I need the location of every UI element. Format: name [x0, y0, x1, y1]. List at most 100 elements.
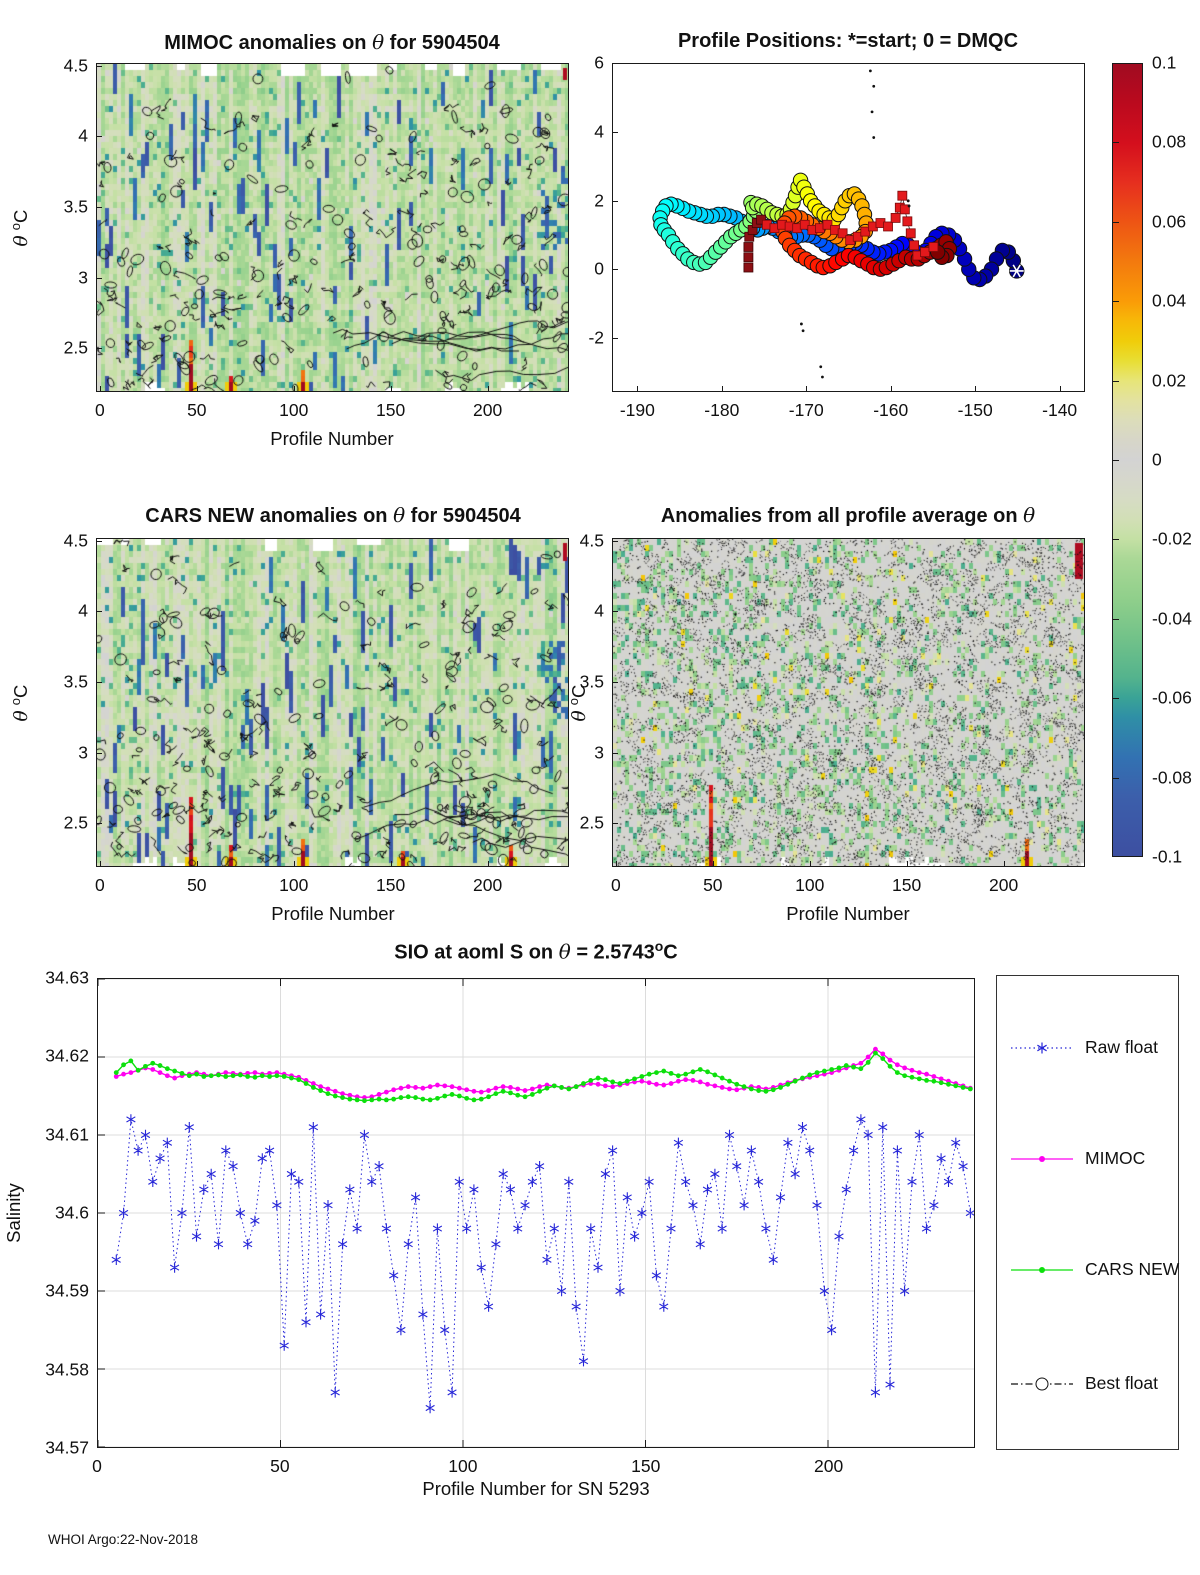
label-segment: C [10, 684, 32, 699]
stray-position-dot [870, 110, 874, 114]
cars-ylabel: θ oC [8, 653, 32, 753]
legend-asterisk-icon [1037, 1042, 1047, 1053]
tick-label: 3.5 [579, 671, 604, 692]
mimoc-panel-title: MIMOC anomalies on θ for 5904504 [32, 30, 632, 55]
label-segment: θ [1023, 503, 1036, 527]
tick-label: 4 [78, 600, 88, 621]
tick-label: -0.02 [1152, 528, 1192, 549]
cars-new-marker [551, 1083, 557, 1089]
cars-new-marker [354, 1097, 360, 1103]
legend-sample-solid-dot [1011, 1266, 1073, 1273]
tick-label: 34.57 [45, 1437, 89, 1458]
tick-label: 0.06 [1152, 211, 1187, 232]
dmqc-square-marker [822, 219, 833, 230]
cars-new-marker [493, 1091, 499, 1097]
cars-new-marker [318, 1088, 324, 1093]
mimoc-marker [478, 1089, 484, 1095]
cars-new-marker [376, 1096, 382, 1102]
stray-position-dot [872, 84, 876, 88]
cars-new-marker [668, 1070, 674, 1076]
cars-new-marker [573, 1084, 579, 1090]
dmqc-square-marker [899, 204, 910, 215]
cars-new-marker [727, 1078, 732, 1084]
legend-sample-solid-dot [1011, 1155, 1073, 1162]
cars-new-marker [814, 1070, 820, 1075]
cars-new-marker [843, 1063, 849, 1068]
stray-position-dot [821, 375, 824, 379]
mimoc-marker [383, 1089, 389, 1095]
cars-new-marker [216, 1072, 221, 1078]
dmqc-dark-square-marker [756, 214, 766, 225]
label-segment [568, 705, 589, 710]
tick-mark [1113, 618, 1119, 620]
tick-label: 3.5 [63, 671, 88, 692]
cars-new-marker [383, 1097, 389, 1103]
legend-label: Raw float [1085, 1037, 1158, 1057]
cars-new-marker [858, 1066, 864, 1072]
cars-new-marker [289, 1075, 294, 1081]
mimoc-marker [318, 1084, 324, 1090]
tick-label: 50 [703, 875, 723, 895]
tick-mark [906, 861, 908, 866]
cars-new-marker [267, 1074, 272, 1079]
cars-new-marker [763, 1088, 769, 1094]
tick-label: 4.5 [63, 55, 88, 76]
tick-mark [390, 386, 392, 391]
mimoc-marker [610, 1084, 616, 1090]
cars-new-marker [785, 1081, 791, 1087]
legend-sample-dashdot-circle [1011, 1377, 1073, 1390]
cars-new-marker [508, 1090, 513, 1096]
tick-label: 4 [594, 600, 604, 621]
cars-new-marker [427, 1097, 433, 1103]
tick-label: 0.04 [1152, 290, 1187, 311]
dmqc-dark-square-marker [743, 242, 754, 252]
tick-mark [975, 386, 977, 391]
label-segment [10, 705, 31, 710]
cars-new-marker [661, 1068, 667, 1074]
sio-chart-svg [98, 979, 974, 1447]
tick-label: 150 [376, 400, 406, 420]
cars-xlabel: Profile Number [271, 903, 395, 924]
tick-label: 0.08 [1152, 131, 1187, 152]
tick-mark [613, 131, 618, 133]
mimoc-marker [405, 1084, 411, 1090]
dmqc-square-marker [860, 226, 871, 237]
cars-new-marker [544, 1085, 550, 1091]
cars-new-marker [807, 1072, 813, 1078]
cars-new-marker [449, 1092, 455, 1097]
tick-mark [1113, 777, 1119, 779]
tick-mark [1113, 539, 1119, 541]
dmqc-square-marker [837, 228, 848, 239]
tick-mark [1113, 380, 1119, 382]
tick-mark [1113, 301, 1119, 303]
stray-position-dot [868, 69, 872, 73]
label-segment: o [565, 698, 581, 706]
cars-new-marker [741, 1084, 747, 1090]
mimoc-marker [924, 1071, 929, 1077]
cars-new-marker [924, 1078, 929, 1083]
cars-new-marker [164, 1066, 170, 1072]
mimoc-marker [150, 1067, 156, 1072]
positions-scatter-panel [612, 63, 1085, 392]
cars-new-marker [435, 1095, 440, 1101]
sio-chart-panel [97, 978, 975, 1448]
cars-new-marker [588, 1078, 594, 1083]
mimoc-marker [435, 1082, 440, 1088]
start-asterisk-marker [1009, 264, 1024, 278]
sio-panel-title: SIO at aoml S on θ = 2.5743oC [236, 938, 836, 965]
cars-new-marker [909, 1074, 915, 1080]
tick-mark [890, 386, 892, 391]
mimoc-marker [529, 1086, 535, 1092]
cars-new-marker [559, 1085, 564, 1090]
dmqc-dark-square-marker [743, 252, 754, 263]
cars-new-marker [179, 1070, 185, 1076]
legend-sample-dotted-asterisk [1011, 1042, 1073, 1053]
mimoc-marker [902, 1065, 908, 1071]
label-segment: θ [393, 503, 406, 527]
cars-new-line [115, 1052, 971, 1102]
mimoc-marker [858, 1060, 864, 1066]
tick-label: 34.62 [45, 1045, 89, 1066]
tick-label: 4 [78, 125, 88, 146]
tick-label: 50 [187, 875, 207, 895]
tick-label: 34.58 [45, 1359, 89, 1380]
